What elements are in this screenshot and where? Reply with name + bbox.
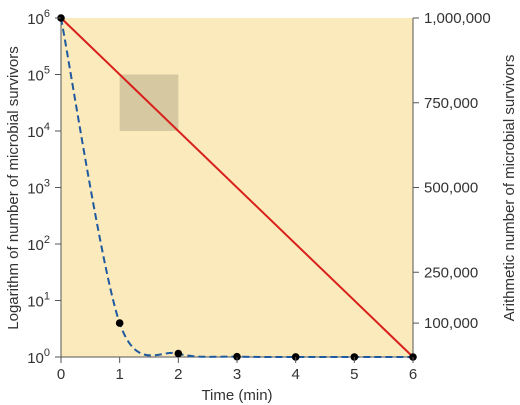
- x-tick-label-4: 4: [291, 366, 299, 383]
- x-tick-label-2: 2: [174, 366, 182, 383]
- y-left-tick-label-0: 100: [27, 347, 50, 367]
- x-tick-label-3: 3: [233, 366, 241, 383]
- data-point-1: [115, 319, 124, 327]
- y-right-tick-label-3: 750,000: [424, 95, 478, 112]
- data-point-2: [174, 349, 183, 358]
- y-right-tick-label-1: 250,000: [424, 264, 478, 281]
- x-tick-label-6: 6: [409, 366, 417, 383]
- data-point-4: [291, 353, 300, 361]
- y-right-tick-label-4: 1,000,000: [424, 10, 491, 27]
- left-axis: 100 101 102 103 104 105 106: [27, 8, 61, 367]
- x-axis: 0 1 2 3 4 5 6: [57, 357, 417, 383]
- y-left-tick-label-3: 103: [27, 178, 50, 198]
- series-line-solid: [60, 17, 414, 358]
- y-left-tick-label-2: 102: [27, 234, 50, 254]
- data-point-3: [233, 352, 241, 361]
- y-left-tick-label-1: 101: [27, 291, 50, 311]
- y-left-tick-label-4: 104: [27, 121, 50, 141]
- data-point-5: [350, 353, 359, 361]
- y-right-tick-label-0: 100,000: [424, 315, 478, 332]
- x-tick-label-5: 5: [350, 366, 358, 383]
- y-left-tick-label-5: 105: [27, 65, 50, 85]
- y-right-tick-label-2: 500,000: [424, 180, 478, 197]
- x-tick-label-0: 0: [57, 366, 65, 383]
- y-left-tick-label-6: 106: [27, 8, 50, 28]
- x-axis-label: Time (min): [201, 387, 272, 404]
- right-axis: 100,000 250,000 500,000 750,000 1,000,000: [413, 10, 491, 332]
- data-point-6: [409, 353, 417, 361]
- x-tick-label-1: 1: [115, 366, 123, 383]
- y-right-axis-label: Arithmetic number of microbial survivors: [501, 55, 518, 322]
- series-line-dashed: [60, 17, 414, 358]
- y-left-axis-label: Logarithm of number of microbial survivo…: [5, 46, 22, 329]
